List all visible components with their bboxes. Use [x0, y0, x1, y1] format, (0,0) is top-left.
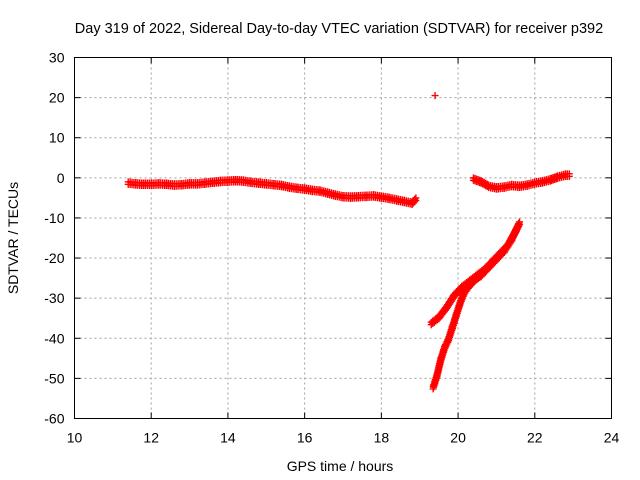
- data-point: [442, 342, 450, 350]
- data-point: [483, 183, 491, 191]
- y-tick-label: 30: [49, 50, 65, 66]
- y-axis-label: SDTVAR / TECUs: [5, 182, 21, 294]
- y-tick-label: -60: [44, 411, 64, 427]
- y-tick-label: 10: [49, 130, 65, 146]
- x-tick-label: 16: [297, 430, 313, 446]
- y-tick-label: -10: [44, 210, 64, 226]
- x-tick-label: 14: [220, 430, 236, 446]
- data-point: [431, 92, 439, 100]
- data-points: [124, 92, 573, 393]
- data-point: [441, 345, 449, 353]
- plot-frame: [74, 57, 612, 419]
- data-point: [443, 340, 451, 348]
- x-tick-label: 12: [143, 430, 159, 446]
- data-point: [565, 172, 573, 180]
- data-point: [515, 220, 523, 228]
- data-point: [412, 196, 420, 204]
- data-point: [444, 338, 452, 346]
- y-tick-label: -40: [44, 330, 64, 346]
- y-tick-label: -30: [44, 290, 64, 306]
- x-tick-label: 10: [67, 430, 83, 446]
- x-tick-label: 22: [527, 430, 543, 446]
- x-tick-label: 20: [450, 430, 466, 446]
- tick-labels: 10 12 14 16 18 20 22 24 30 20 10 0 -10 -20 -30 -40 -50 -6…: [44, 50, 619, 446]
- x-axis-label: GPS time / hours: [287, 458, 394, 474]
- y-tick-label: 0: [57, 170, 65, 186]
- data-point: [411, 198, 419, 206]
- y-tick-label: -50: [44, 370, 64, 386]
- grid: [74, 57, 612, 419]
- ticks: [74, 57, 612, 419]
- x-tick-label: 24: [604, 430, 620, 446]
- x-tick-label: 18: [374, 430, 390, 446]
- y-tick-label: 20: [49, 90, 65, 106]
- data-point: [441, 343, 449, 351]
- y-tick-label: -20: [44, 250, 64, 266]
- chart-title: Day 319 of 2022, Sidereal Day-to-day VTE…: [75, 21, 603, 37]
